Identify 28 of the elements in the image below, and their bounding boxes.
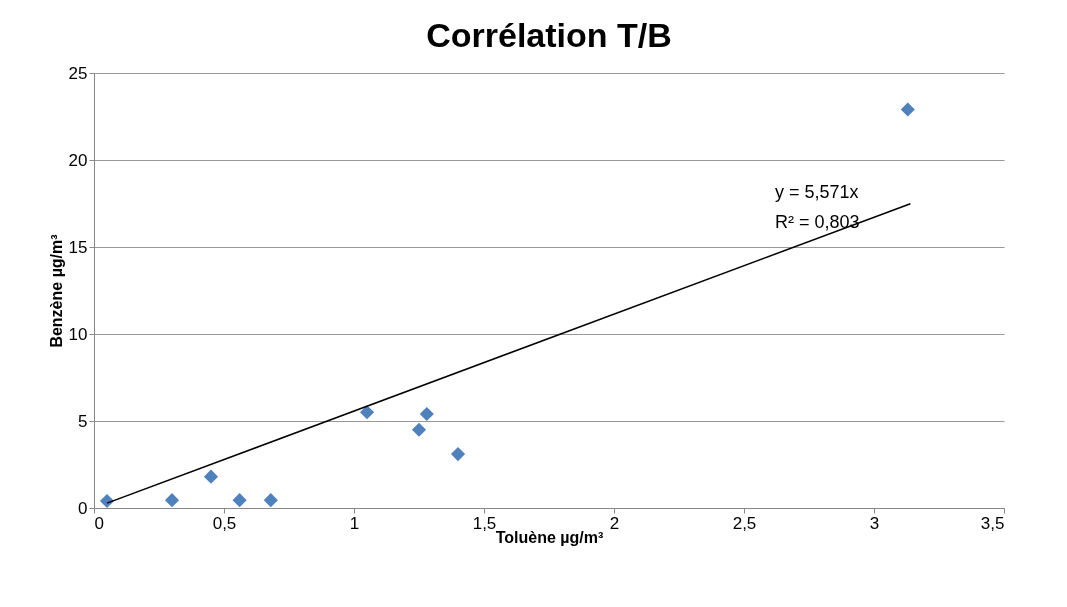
y-tick-label: 20 xyxy=(68,150,88,170)
point xyxy=(411,422,427,437)
x-axis-title: Toluène µg/m³ xyxy=(495,528,604,546)
y-tick-label: 5 xyxy=(78,411,88,431)
y-axis-title: Benzène µg/m³ xyxy=(47,234,65,348)
point xyxy=(900,102,915,117)
chart-title: Corrélation T/B xyxy=(426,16,672,54)
x-tick-label: 1,5 xyxy=(472,513,497,533)
point xyxy=(419,406,434,422)
point xyxy=(359,405,375,420)
x-tick-label: 3 xyxy=(869,513,880,533)
point xyxy=(164,493,180,508)
point xyxy=(232,493,247,508)
x-tick-label: 2 xyxy=(609,513,620,533)
point xyxy=(263,493,278,508)
y-tick-label: 25 xyxy=(68,63,88,83)
x-tick-label: 0,5 xyxy=(212,513,237,533)
y-tick-label: 15 xyxy=(68,237,88,257)
y-tick-label: 0 xyxy=(78,498,88,518)
annotation: y = 5,571x xyxy=(775,182,859,202)
x-tick-label: 2,5 xyxy=(732,513,757,533)
y-tick-label: 10 xyxy=(68,324,88,344)
x-tick-label: 3,5 xyxy=(980,513,1005,533)
point xyxy=(450,446,466,462)
annotation: R² = 0,803 xyxy=(775,212,860,232)
x-tick-label: 1 xyxy=(349,513,360,533)
x-tick-label: 0 xyxy=(94,513,104,533)
point xyxy=(203,469,219,484)
